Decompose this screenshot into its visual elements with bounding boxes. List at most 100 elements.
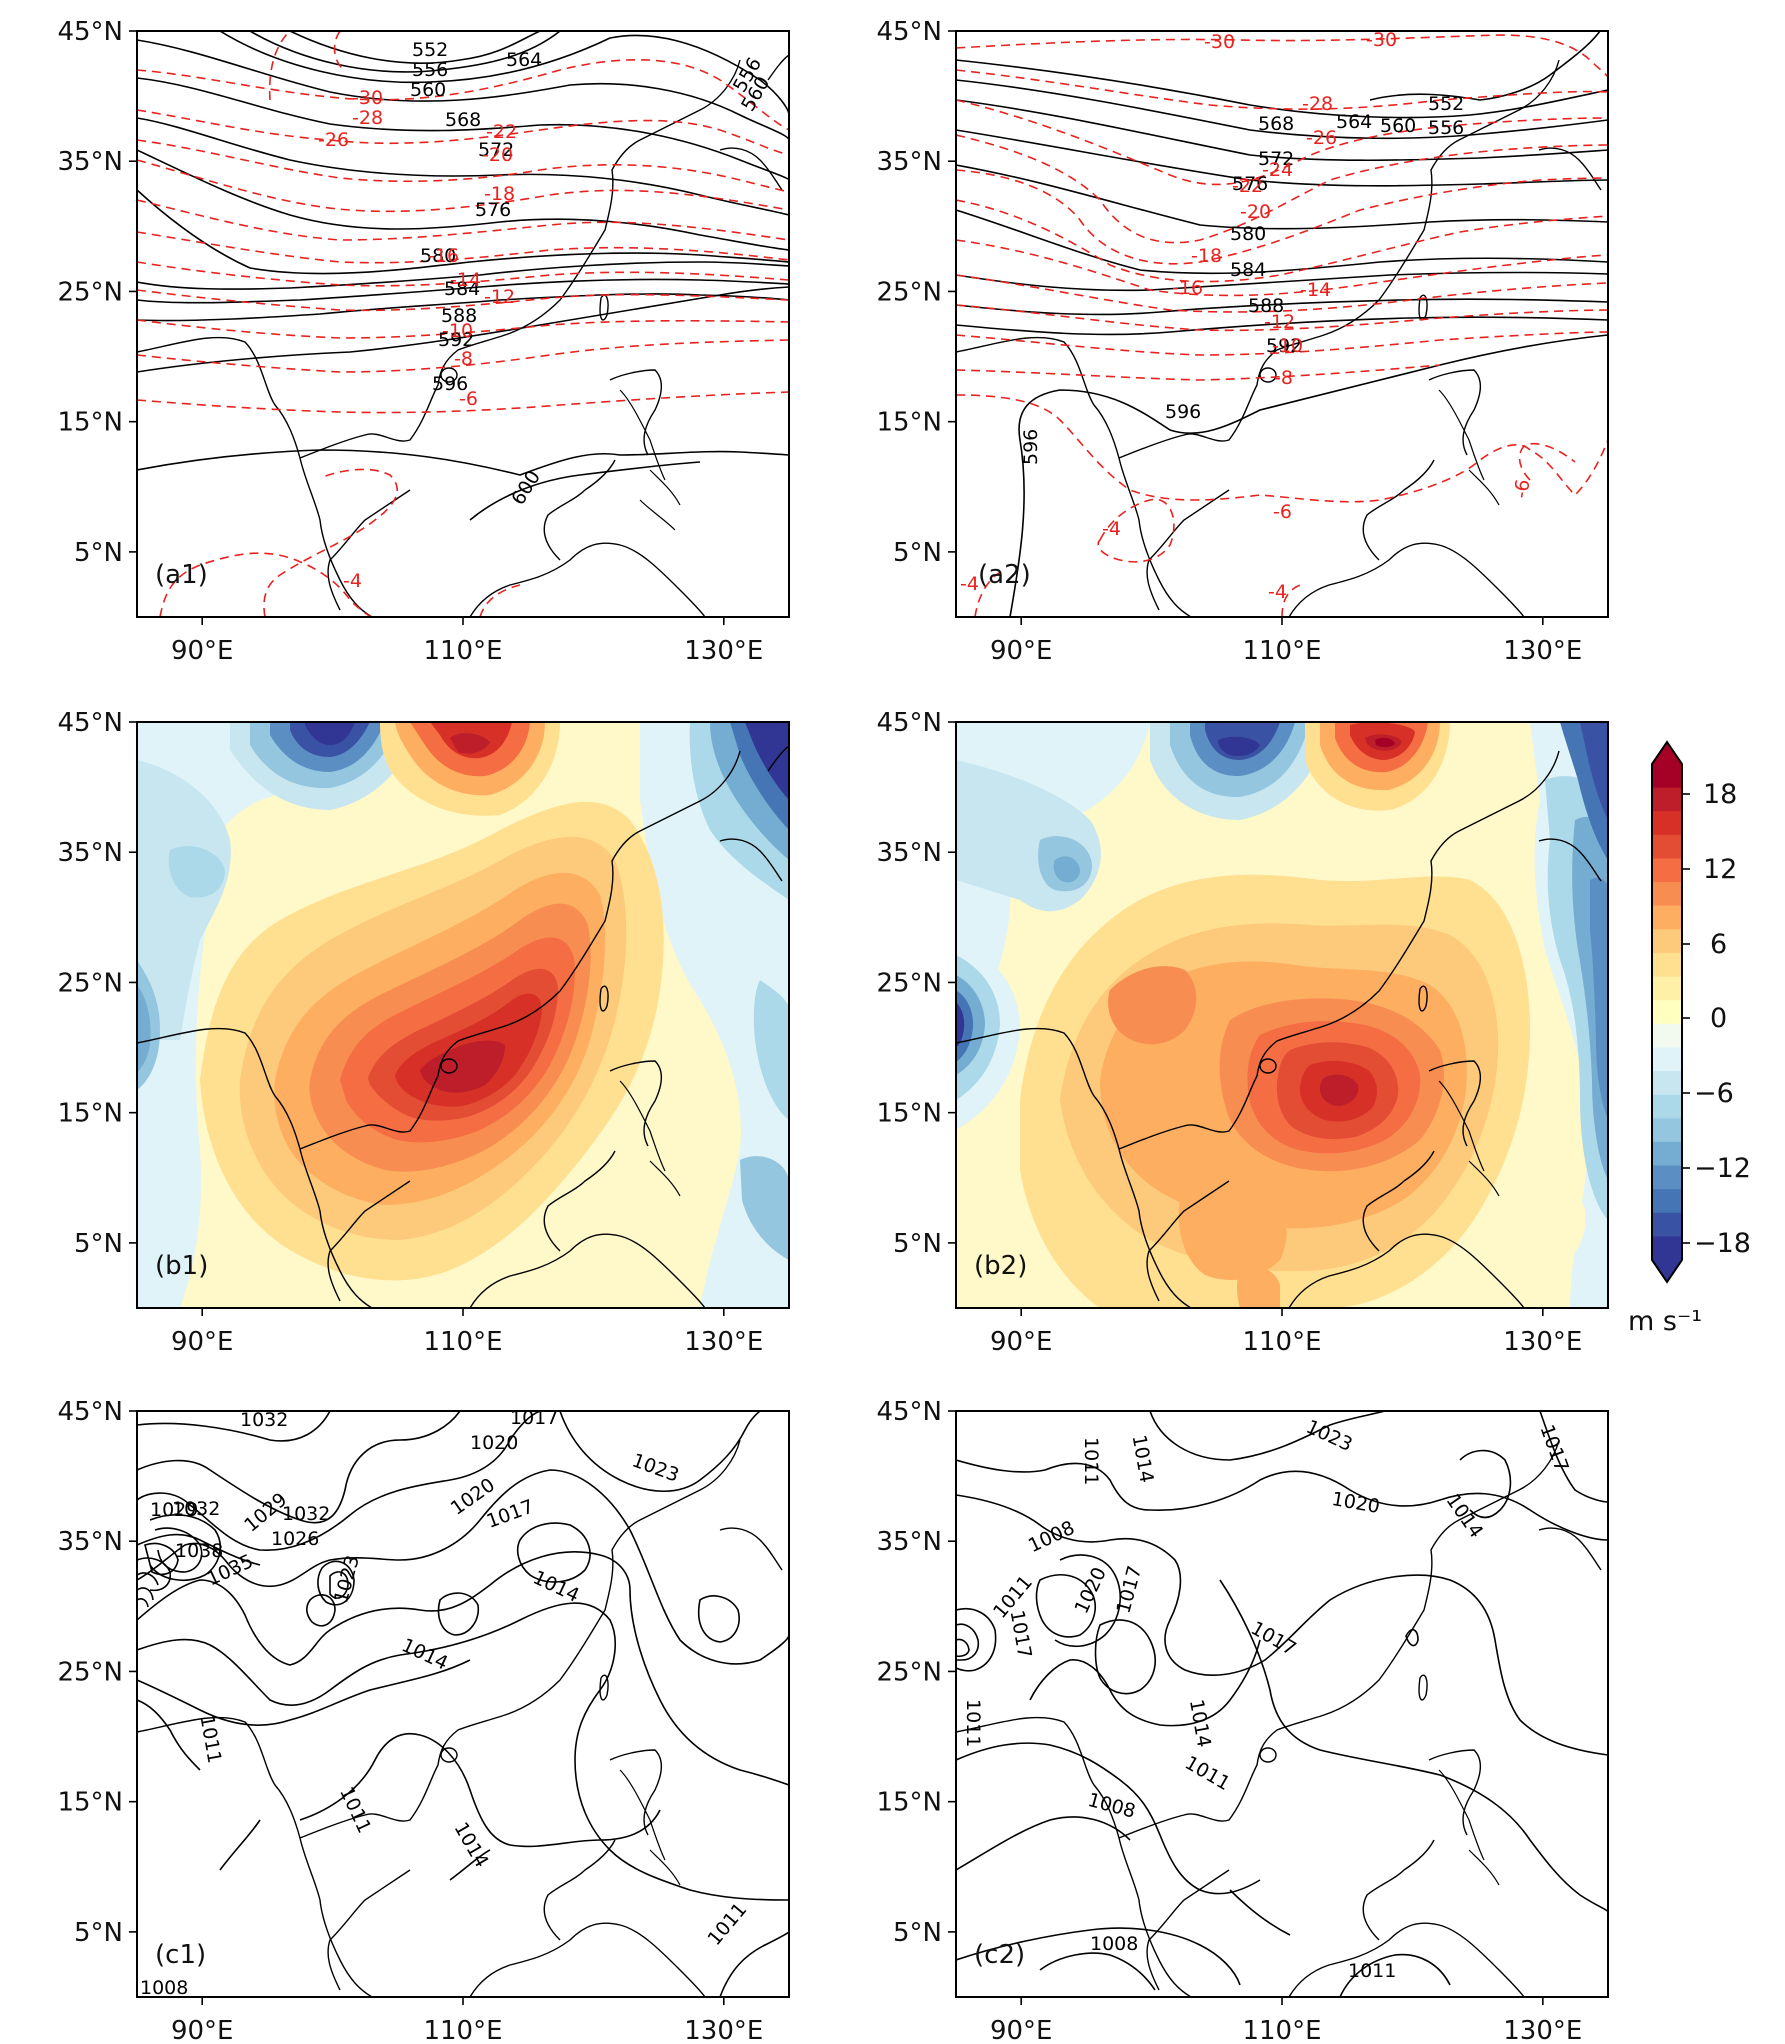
height-label: 580 <box>1230 223 1266 245</box>
slp-label: 1032 <box>240 1409 288 1431</box>
panel-b2-plot <box>956 722 1608 1308</box>
colorbar-segment <box>1652 834 1682 859</box>
height-label: 572 <box>1258 148 1294 170</box>
temp-label: -6 <box>1510 478 1535 500</box>
colorbar-segment <box>1652 1189 1682 1214</box>
temperature-labels: -30 -28 -26 -22 -20 -18 -16 -14 -12 -10 … <box>318 87 517 592</box>
lat-tick-label: 35°N <box>57 838 123 868</box>
temp-label: -14 <box>1300 279 1331 301</box>
lat-tick-label: 35°N <box>57 1527 123 1557</box>
coastline <box>137 745 789 1308</box>
panel-label: (c1) <box>155 1940 206 1970</box>
temp-label: -22 <box>1232 175 1263 197</box>
coastline <box>956 750 1602 1308</box>
lon-tick-label: 90°E <box>990 1327 1053 1357</box>
height-label: 552 <box>412 39 448 61</box>
panel-a2-plot: 552 556 560 564 568 572 576 580 584 588 … <box>956 31 1608 617</box>
colorbar-segment <box>1652 1071 1682 1096</box>
lat-tick-label: 45°N <box>876 708 942 738</box>
colorbar-segment <box>1652 952 1682 978</box>
lon-tick-label: 110°E <box>1242 636 1321 666</box>
lon-tick-label: 110°E <box>423 2016 502 2044</box>
height-label: 588 <box>1248 295 1284 317</box>
lon-tick-label: 110°E <box>1242 2016 1321 2044</box>
lon-tick-label: 130°E <box>684 636 763 666</box>
temp-label: -10 <box>442 320 473 342</box>
colorbar-segment <box>1652 1236 1682 1261</box>
height-label: 588 <box>441 305 477 327</box>
temperature-labels: -30 -30 -28 -26 -24 -22 -20 -18 -16 -14 … <box>960 31 1535 603</box>
height-label: 592 <box>1266 335 1302 357</box>
lat-tick-label: 5°N <box>74 1229 123 1259</box>
temp-label: -20 <box>482 144 513 166</box>
colorbar-segment <box>1652 858 1682 883</box>
lat-tick-label: 45°N <box>876 17 942 47</box>
slp-label: 1011 <box>1080 1437 1102 1485</box>
height-label: 584 <box>444 278 480 300</box>
temp-label: -16 <box>428 245 459 267</box>
lat-tick-label: 35°N <box>876 838 942 868</box>
height-label: 584 <box>1230 259 1266 281</box>
temp-label: -8 <box>1274 367 1293 389</box>
temp-label: -10 <box>1272 335 1303 357</box>
slp-label: 1020 <box>470 1432 518 1454</box>
temp-label: -14 <box>450 269 481 291</box>
lat-tick-label: 15°N <box>57 1099 123 1129</box>
slp-label: 1011 <box>1348 1960 1396 1982</box>
height-label: 596 <box>1020 429 1042 465</box>
height-contours <box>137 31 789 521</box>
lat-tick-label: 35°N <box>876 1527 942 1557</box>
temp-label: -16 <box>1172 277 1203 299</box>
height-label: 552 <box>1428 93 1464 115</box>
temp-label: -28 <box>1302 93 1333 115</box>
temp-label: -4 <box>1102 518 1121 540</box>
colorbar-segment <box>1652 1023 1682 1048</box>
colorbar-segment <box>1652 811 1682 836</box>
temp-label: -4 <box>1268 581 1287 603</box>
lat-tick-label: 35°N <box>57 147 123 177</box>
lon-tick-label: 90°E <box>171 636 234 666</box>
colorbar-segment <box>1652 882 1682 907</box>
panel-a2: 552 556 560 564 568 572 576 580 584 588 … <box>955 30 1609 618</box>
colorbar-tick-label: −18 <box>1694 1228 1751 1259</box>
lon-tick-label: 130°E <box>1503 636 1582 666</box>
colorbar-extend-max <box>1652 742 1682 764</box>
lat-tick-label: 35°N <box>876 147 942 177</box>
colorbar-segments <box>1652 742 1682 1282</box>
colorbar-tick-label: 0 <box>1710 1003 1727 1034</box>
colorbar-segment <box>1652 1047 1682 1072</box>
height-label: 596 <box>432 373 468 395</box>
slp-contours <box>137 1411 789 1997</box>
lat-tick-label: 15°N <box>876 1099 942 1129</box>
panel-c1-plot: 1032 1020 1017 1023 1029 1032 1029 1032 … <box>137 1409 789 1997</box>
height-label: 580 <box>420 245 456 267</box>
panel-b2: (b2) <box>955 721 1609 1309</box>
temp-label: -12 <box>1264 311 1295 333</box>
temp-label: -18 <box>1191 245 1222 267</box>
height-label: 556 <box>412 59 448 81</box>
colorbar-segment <box>1652 905 1682 930</box>
lon-tick-label: 90°E <box>171 1327 234 1357</box>
height-label: 560 <box>1380 115 1416 137</box>
lat-tick-label: 15°N <box>57 1788 123 1818</box>
colorbar-outline <box>1651 740 1683 1284</box>
coastline <box>956 1439 1602 1997</box>
colorbar-segment <box>1652 1141 1682 1167</box>
lat-tick-label: 5°N <box>74 538 123 568</box>
temp-label: -4 <box>343 570 362 592</box>
slp-label: 1011 <box>962 1699 984 1747</box>
colorbar-ticks <box>1682 793 1690 1244</box>
temp-label: -22 <box>486 121 517 143</box>
panel-b1: (b1) <box>136 721 790 1309</box>
slp-contours <box>956 1411 1608 1997</box>
temperature-contours <box>137 31 789 617</box>
panel-label: (a1) <box>155 560 208 590</box>
colorbar-segment <box>1652 764 1682 789</box>
lat-tick-label: 25°N <box>57 1657 123 1687</box>
panel-a1-plot: 552 556 560 564 568 572 576 580 584 588 … <box>137 31 789 617</box>
temp-label: -30 <box>1204 31 1235 53</box>
temp-label: -28 <box>352 107 383 129</box>
lat-tick-label: 15°N <box>876 408 942 438</box>
lon-tick-label: 130°E <box>684 2016 763 2044</box>
